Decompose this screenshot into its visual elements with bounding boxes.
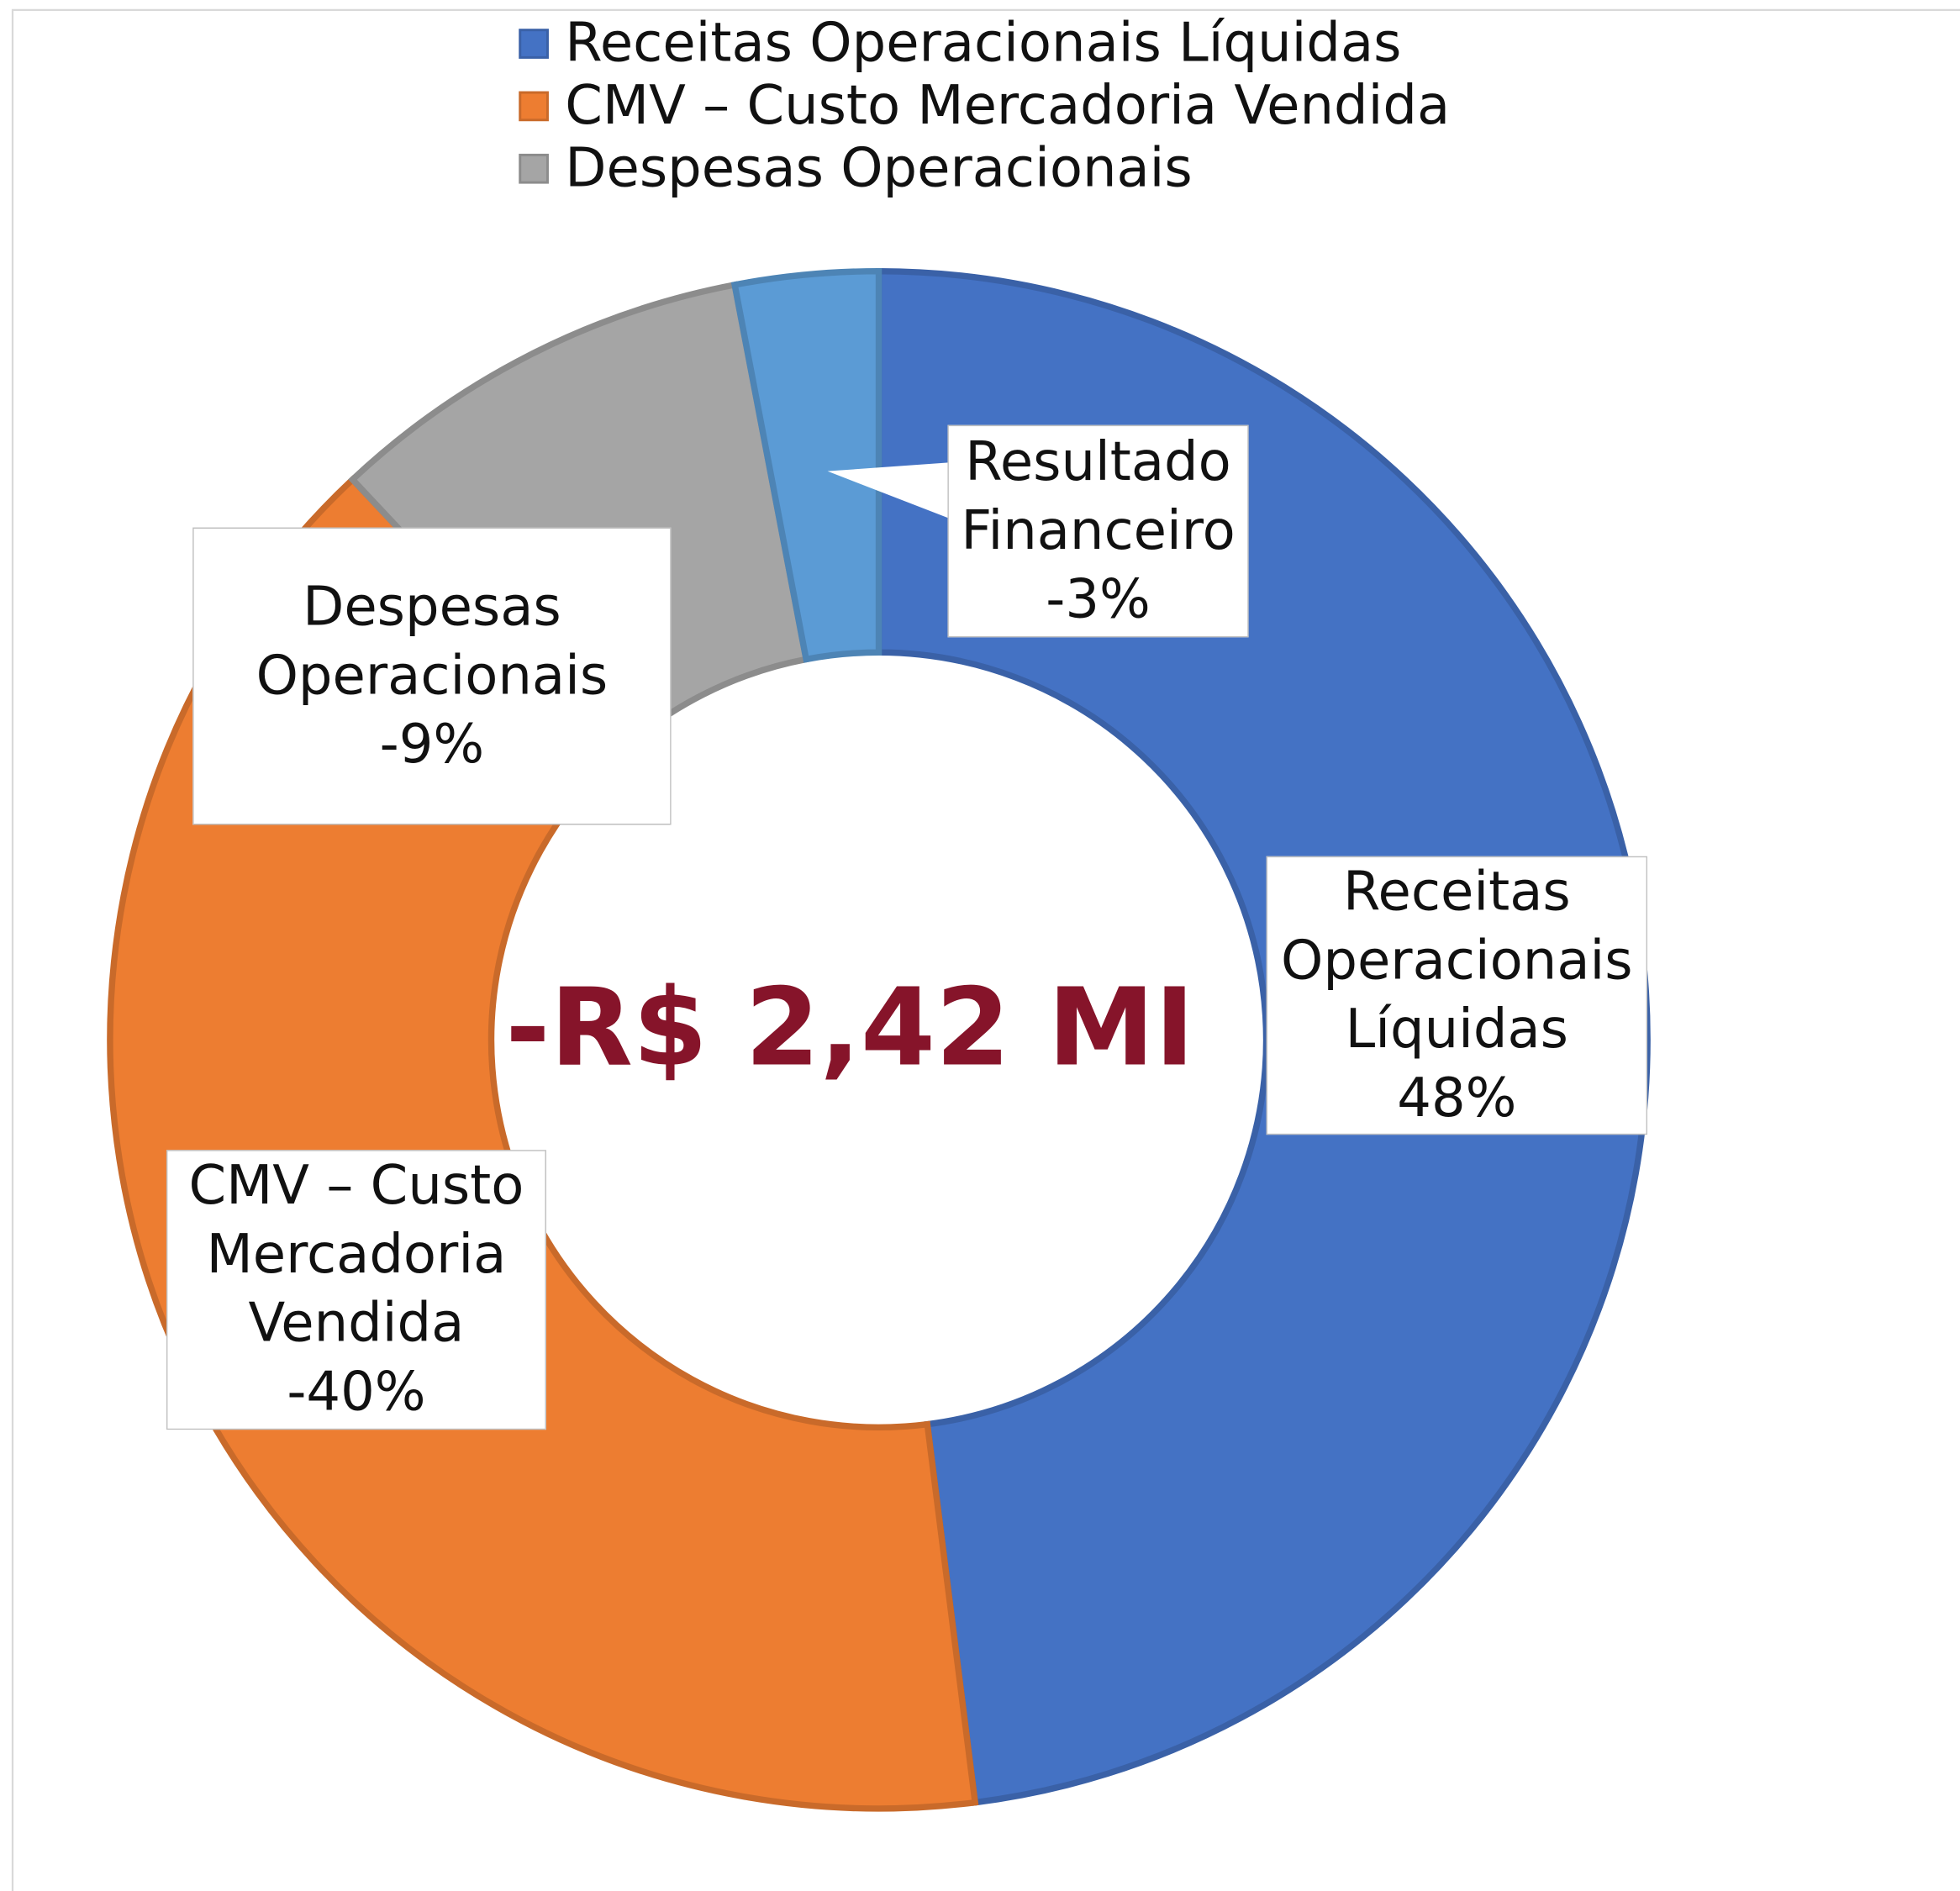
data-label-text: -40% xyxy=(287,1361,426,1424)
data-label-text: Despesas Operacionais xyxy=(256,575,609,707)
chart-frame xyxy=(11,8,1960,1891)
donut-slice xyxy=(730,267,883,663)
center-label: -R$ 2,42 MI xyxy=(505,965,1194,1090)
data-label-text: Resultado Financeiro xyxy=(961,430,1236,562)
legend-label: Despesas Operacionais xyxy=(565,137,1192,199)
legend-swatch xyxy=(519,153,549,184)
legend-swatch xyxy=(519,91,549,122)
data-label-text: CMV – Custo Mercadoria Vendida xyxy=(188,1155,524,1356)
data-label-box: Receitas Operacionais Líquidas 48% xyxy=(1266,856,1648,1135)
legend-swatch xyxy=(519,29,549,59)
data-label-box: CMV – Custo Mercadoria Vendida -40% xyxy=(166,1150,546,1430)
data-label-box: Despesas Operacionais -9% xyxy=(192,527,672,825)
data-label: Despesas Operacionais-9% xyxy=(192,527,672,825)
data-label-box: Resultado Financeiro -3% xyxy=(947,424,1249,638)
legend-label: Receitas Operacionais Líquidas xyxy=(565,13,1401,75)
callout-pointer xyxy=(827,462,951,519)
data-label-text: -9% xyxy=(379,713,485,776)
data-label: Resultado Financeiro-3% xyxy=(947,424,1249,638)
data-label: CMV – Custo Mercadoria Vendida-40% xyxy=(166,1150,546,1430)
donut-slice xyxy=(875,267,1651,1806)
data-label-text: Receitas Operacionais Líquidas xyxy=(1281,860,1633,1061)
legend-label: CMV – Custo Mercadoria Vendida xyxy=(565,75,1450,137)
data-label-text: -3% xyxy=(1046,567,1151,631)
data-label-text: 48% xyxy=(1397,1067,1517,1130)
